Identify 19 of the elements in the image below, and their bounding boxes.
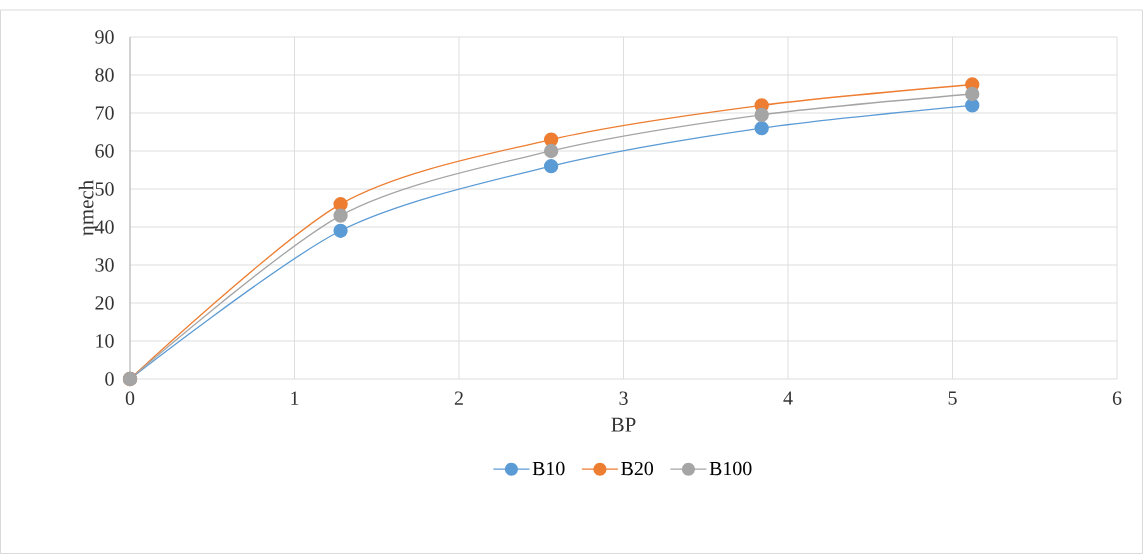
x-tick-label: 0 (125, 391, 135, 405)
y-tick-label: 30 (95, 258, 114, 272)
legend-label: B10 (532, 461, 565, 476)
x-axis-title: BP (611, 417, 636, 432)
y-tick-label: 90 (95, 30, 114, 44)
x-tick-label: 5 (948, 391, 957, 405)
y-tick-label: 20 (95, 296, 114, 310)
x-tick-label: 1 (291, 391, 299, 405)
y-tick-label: 10 (96, 334, 114, 348)
x-tick-label: 4 (783, 391, 793, 405)
y-tick-label: 80 (95, 68, 114, 82)
y-tick-label: 0 (105, 372, 114, 386)
y-tick-label: 70 (95, 106, 114, 120)
x-tick-label: 6 (1112, 391, 1122, 405)
legend-label: B100 (709, 461, 752, 476)
x-tick-label: 2 (454, 391, 463, 405)
legend-label: B20 (621, 461, 654, 476)
x-tick-label: 3 (619, 391, 628, 405)
y-tick-label: 60 (95, 144, 114, 158)
